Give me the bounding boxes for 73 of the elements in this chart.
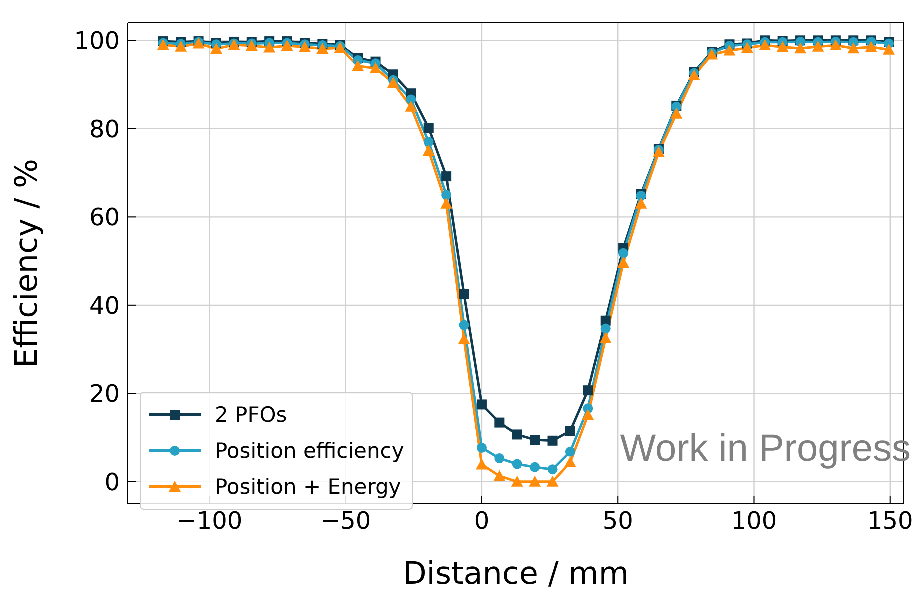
point — [405, 100, 418, 112]
point — [316, 43, 329, 54]
y-tick-label: 20 — [89, 380, 120, 408]
point — [175, 40, 188, 52]
point — [442, 190, 452, 200]
point — [883, 44, 896, 55]
point — [442, 172, 452, 182]
point — [476, 400, 487, 410]
legend-label: Position efficiency — [215, 439, 404, 463]
point — [352, 60, 364, 72]
point — [530, 435, 540, 446]
point — [776, 41, 789, 52]
point — [424, 137, 434, 148]
point — [600, 324, 611, 334]
point — [440, 198, 453, 209]
point — [512, 430, 522, 440]
point — [688, 70, 700, 81]
point — [546, 476, 559, 487]
point — [424, 123, 434, 134]
point — [459, 320, 470, 330]
point — [548, 436, 558, 446]
point — [370, 62, 382, 74]
point — [794, 42, 807, 54]
y-axis-title: Efficiency / % — [9, 159, 46, 368]
x-axis-title: Distance / mm — [402, 556, 630, 589]
point — [422, 144, 435, 156]
point — [281, 40, 294, 51]
y-tick-label: 100 — [74, 27, 120, 56]
point — [741, 42, 754, 54]
point — [476, 458, 488, 470]
point — [459, 289, 470, 300]
point — [458, 333, 470, 344]
x-tick-label: 100 — [731, 507, 778, 536]
point — [210, 43, 222, 54]
point — [830, 40, 842, 51]
point — [759, 40, 772, 51]
point — [511, 476, 524, 487]
x-tick-label: 0 — [474, 507, 490, 536]
point — [848, 42, 860, 54]
point — [670, 108, 683, 119]
y-tick-label: 40 — [89, 292, 120, 320]
point — [529, 476, 542, 487]
point — [582, 409, 594, 420]
y-tick-label: 60 — [89, 204, 120, 232]
point — [564, 456, 576, 468]
point — [618, 248, 629, 258]
legend-label: Position + Energy — [215, 475, 402, 499]
x-tick-label: 150 — [867, 507, 913, 536]
point — [618, 257, 630, 268]
point — [865, 41, 878, 52]
x-tick-label: −50 — [320, 507, 372, 536]
x-tick-label: 50 — [602, 507, 634, 536]
point — [583, 386, 594, 396]
point — [298, 41, 311, 52]
point — [264, 42, 276, 53]
point — [724, 44, 736, 56]
point — [494, 454, 505, 464]
point — [565, 446, 576, 457]
point — [565, 426, 576, 436]
point — [494, 418, 505, 428]
point — [387, 77, 400, 88]
y-tick-label: 80 — [89, 115, 120, 144]
point — [476, 442, 487, 453]
point — [548, 464, 558, 475]
point — [494, 470, 506, 482]
legend-label: 2 PFOs — [215, 403, 288, 427]
point — [530, 462, 540, 472]
point — [512, 459, 522, 470]
point — [600, 332, 612, 344]
x-tick-label: −100 — [176, 507, 243, 536]
y-tick-label: 0 — [104, 468, 120, 496]
point — [812, 40, 824, 52]
point — [635, 198, 648, 209]
